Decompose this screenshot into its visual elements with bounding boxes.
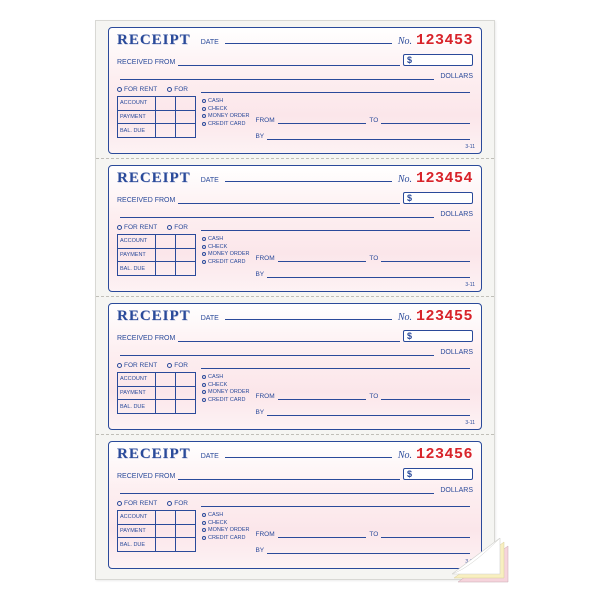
- number-label: No.: [398, 174, 412, 185]
- receipt-number: 123455: [416, 308, 473, 325]
- receipt-form: RECEIPT DATE No. 123453 RECEIVED FROM $ …: [108, 27, 482, 154]
- dollars-label: DOLLARS: [440, 73, 473, 80]
- amount-box: $: [403, 54, 473, 66]
- payment-method-column: CASH CHECK MONEY ORDER CREDIT CARD: [202, 96, 249, 144]
- receipt-book: RECEIPT DATE No. 123453 RECEIVED FROM $ …: [95, 20, 495, 580]
- received-from-line: [178, 58, 400, 66]
- for-line: [201, 85, 470, 93]
- receipt-slip: RECEIPT DATE No. 123455 RECEIVED FROM$ D…: [96, 297, 494, 435]
- to-label: TO: [369, 117, 378, 124]
- check-radio: CHECK: [202, 106, 249, 112]
- receipt-title: RECEIPT: [117, 32, 191, 49]
- by-label: BY: [255, 133, 264, 140]
- receipt-number: 123456: [416, 446, 473, 463]
- receipt-title: RECEIPT: [117, 170, 191, 187]
- for-radio: FOR: [167, 86, 188, 93]
- date-label: DATE: [201, 177, 219, 184]
- from-label: FROM: [255, 117, 274, 124]
- date-label: DATE: [201, 39, 219, 46]
- receipt-slip: RECEIPT DATE No. 123453 RECEIVED FROM $ …: [96, 21, 494, 159]
- receipt-form: RECEIPT DATE No. 123456 RECEIVED FROM$ D…: [108, 441, 482, 569]
- money-order-radio: MONEY ORDER: [202, 113, 249, 119]
- from-line: [278, 116, 367, 124]
- receipt-slip: RECEIPT DATE No. 123454 RECEIVED FROM $ …: [96, 159, 494, 297]
- receipt-number: 123454: [416, 170, 473, 187]
- form-code: 3-11: [465, 144, 475, 150]
- amount-words-line: [120, 72, 434, 80]
- for-rent-radio: FOR RENT: [117, 86, 157, 93]
- by-line: [267, 132, 470, 140]
- receipt-form: RECEIPT DATE No. 123454 RECEIVED FROM $ …: [108, 165, 482, 292]
- receipt-slip: RECEIPT DATE No. 123456 RECEIVED FROM$ D…: [96, 435, 494, 573]
- credit-card-radio: CREDIT CARD: [202, 121, 249, 127]
- cash-radio: CASH: [202, 98, 249, 104]
- received-from-label: RECEIVED FROM: [117, 59, 175, 66]
- account-table: ACCOUNT PAYMENT BAL. DUE: [117, 96, 196, 138]
- to-line: [381, 116, 470, 124]
- receipt-number: 123453: [416, 32, 473, 49]
- receipt-form: RECEIPT DATE No. 123455 RECEIVED FROM$ D…: [108, 303, 482, 430]
- number-label: No.: [398, 36, 412, 47]
- date-field-line: [225, 34, 392, 44]
